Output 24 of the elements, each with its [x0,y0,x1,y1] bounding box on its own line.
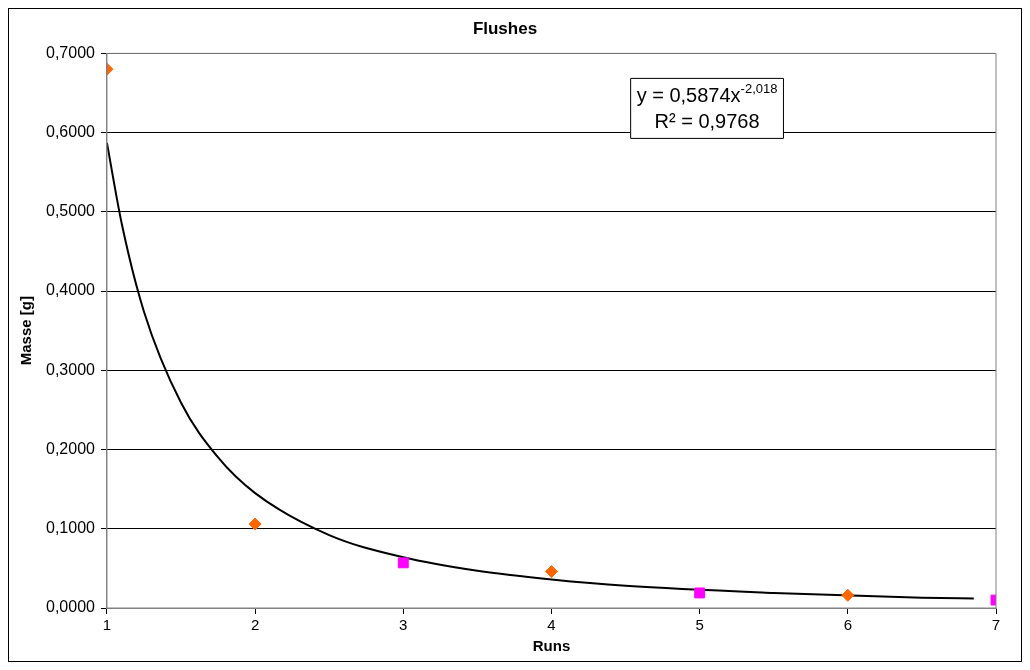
y-tick-label: 0,2000 [46,439,96,457]
y-tick-label: 0,6000 [46,123,96,141]
point [544,565,558,579]
y-tick-label: 0,0000 [46,598,96,616]
x-tick-label: 7 [991,616,1001,634]
annotation: R² = 0,9768 [654,110,760,133]
point [841,588,855,602]
point [397,557,409,569]
y-tick-label: 0,5000 [46,202,96,220]
point [694,587,706,599]
x-tick-label: 4 [547,616,556,634]
x-tick-label: 1 [102,616,112,634]
y-tick-label: 0,4000 [46,281,96,299]
chart-title: Flushes [472,18,538,38]
y-tick-label: 0,7000 [46,43,96,61]
y-axis-title: Masse [g] [17,296,35,366]
x-tick-label: 6 [843,616,852,634]
x-tick-label: 3 [399,616,408,634]
y-tick-label: 0,3000 [46,360,96,378]
x-axis-title: Runs [532,637,571,655]
x-tick-label: 2 [250,616,260,634]
y-tick-label: 0,1000 [46,519,96,537]
point [248,517,262,531]
x-tick-label: 5 [695,616,704,634]
